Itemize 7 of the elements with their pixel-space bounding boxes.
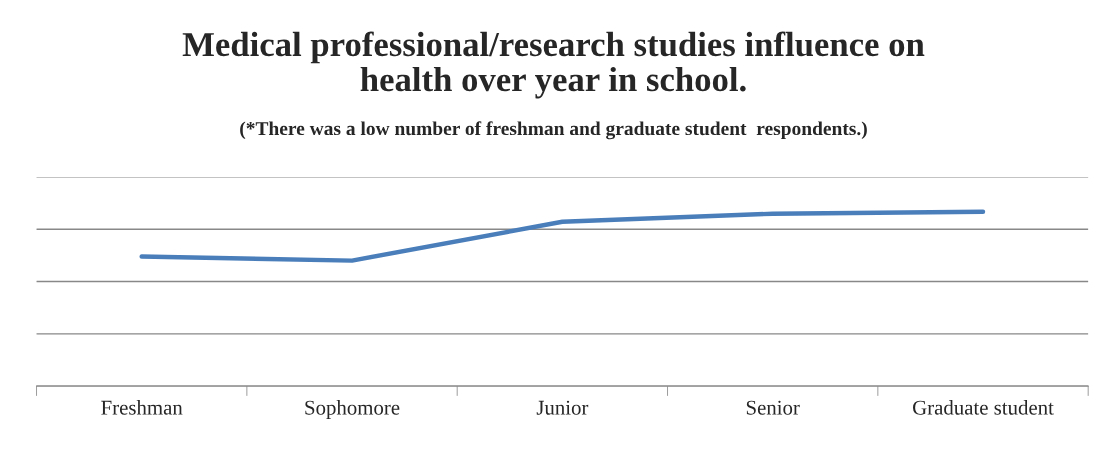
x-tick-label: Freshman <box>101 400 183 415</box>
x-tick-label: Junior <box>536 400 589 415</box>
chart-title: Medical professional/research studies influence on health over year in school. <box>182 31 925 99</box>
x-tick-label: Senior <box>746 400 800 415</box>
chart-subtitle: (*There was a low number of freshman and graduate student respondents.) <box>240 121 867 140</box>
x-tick-label: Sophomore <box>305 400 400 419</box>
x-tick-label: Graduate student <box>913 400 1054 415</box>
